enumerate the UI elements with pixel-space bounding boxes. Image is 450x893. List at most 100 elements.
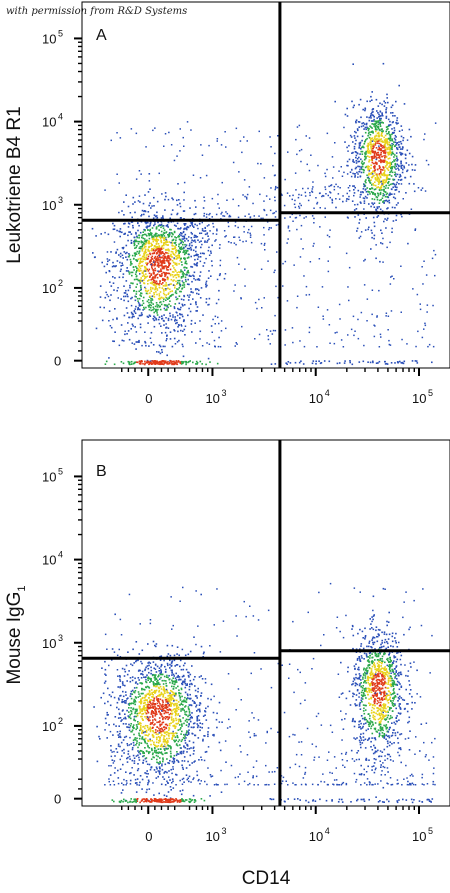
- event-dot: [300, 148, 303, 151]
- event-dot: [394, 166, 396, 169]
- event-dot: [174, 291, 177, 294]
- event-dot: [383, 220, 385, 223]
- event-dot: [147, 729, 150, 731]
- event-dot: [363, 183, 366, 186]
- event-dot: [369, 115, 372, 118]
- event-dot: [368, 179, 370, 182]
- event-dot: [407, 242, 409, 245]
- event-dot: [198, 676, 201, 678]
- event-dot: [208, 303, 210, 306]
- event-dot: [159, 739, 161, 741]
- event-dot: [154, 277, 156, 279]
- event-dot: [163, 242, 165, 245]
- event-dot: [157, 258, 160, 261]
- event-dot: [202, 656, 204, 658]
- event-dot: [132, 224, 134, 227]
- event-dot: [354, 167, 357, 170]
- event-dot: [392, 132, 395, 134]
- event-dot: [170, 250, 173, 253]
- event-dot: [145, 680, 147, 683]
- event-dot: [147, 304, 150, 307]
- event-dot: [376, 153, 378, 156]
- event-dot: [126, 761, 129, 763]
- event-dot: [427, 163, 430, 166]
- event-dot: [155, 302, 158, 304]
- event-dot: [138, 339, 140, 342]
- event-dot: [127, 300, 130, 303]
- event-dot: [136, 725, 138, 728]
- event-dot: [163, 235, 166, 237]
- event-dot: [140, 715, 142, 718]
- event-dot: [149, 699, 151, 702]
- event-dot: [153, 676, 156, 679]
- event-dot: [175, 713, 177, 715]
- event-dot: [304, 191, 307, 194]
- event-dot: [353, 209, 356, 211]
- event-dot: [384, 181, 386, 183]
- event-dot: [133, 760, 136, 762]
- event-dot: [143, 699, 146, 702]
- event-dot: [275, 224, 278, 226]
- event-dot: [387, 181, 389, 184]
- event-dot: [159, 720, 161, 723]
- event-dot: [377, 183, 380, 185]
- event-dot: [149, 295, 151, 298]
- event-dot: [410, 208, 413, 210]
- event-dot: [155, 745, 157, 748]
- event-dot: [159, 723, 161, 726]
- event-dot: [175, 687, 177, 689]
- event-dot: [153, 325, 156, 328]
- event-dot: [209, 250, 212, 253]
- event-dot: [112, 282, 115, 284]
- event-dot: [164, 752, 166, 755]
- event-dot: [217, 193, 219, 196]
- event-dot: [395, 214, 398, 217]
- event-dot: [171, 274, 174, 276]
- event-dot: [355, 139, 357, 142]
- event-dot: [308, 326, 311, 329]
- event-dot: [263, 244, 266, 246]
- event-dot: [150, 666, 152, 669]
- event-dot: [313, 217, 315, 220]
- event-dot: [150, 263, 153, 266]
- event-dot: [396, 163, 398, 166]
- event-dot: [394, 189, 397, 191]
- event-dot: [198, 778, 200, 781]
- event-dot: [378, 134, 380, 136]
- event-dot: [121, 210, 123, 212]
- event-dot: [166, 706, 168, 708]
- event-dot: [186, 721, 188, 723]
- event-dot: [132, 258, 135, 260]
- event-dot: [383, 100, 385, 103]
- event-dot: [158, 234, 160, 236]
- event-dot: [184, 682, 187, 685]
- event-dot: [91, 227, 94, 230]
- event-dot: [224, 236, 226, 238]
- event-dot: [134, 326, 136, 328]
- event-dot: [184, 711, 186, 713]
- event-dot: [99, 285, 102, 287]
- event-dot: [291, 213, 293, 216]
- event-dot: [151, 295, 153, 298]
- event-dot: [294, 217, 297, 219]
- event-dot: [155, 689, 158, 692]
- event-dot: [136, 235, 138, 238]
- event-dot: [139, 260, 141, 263]
- event-dot: [177, 761, 180, 763]
- event-dot: [148, 703, 151, 706]
- event-dot: [155, 283, 158, 286]
- event-dot: [145, 717, 148, 720]
- event-dot: [172, 718, 175, 720]
- event-dot: [138, 756, 140, 759]
- event-dot: [158, 306, 161, 308]
- event-dot: [298, 124, 301, 127]
- event-dot: [133, 691, 135, 693]
- event-dot: [263, 177, 266, 179]
- y-tick-label: 10: [42, 281, 56, 296]
- event-dot: [199, 177, 202, 179]
- event-dot: [164, 278, 167, 281]
- event-dot: [138, 723, 141, 725]
- event-dot: [135, 331, 138, 333]
- event-dot: [324, 186, 326, 188]
- event-dot: [274, 188, 276, 191]
